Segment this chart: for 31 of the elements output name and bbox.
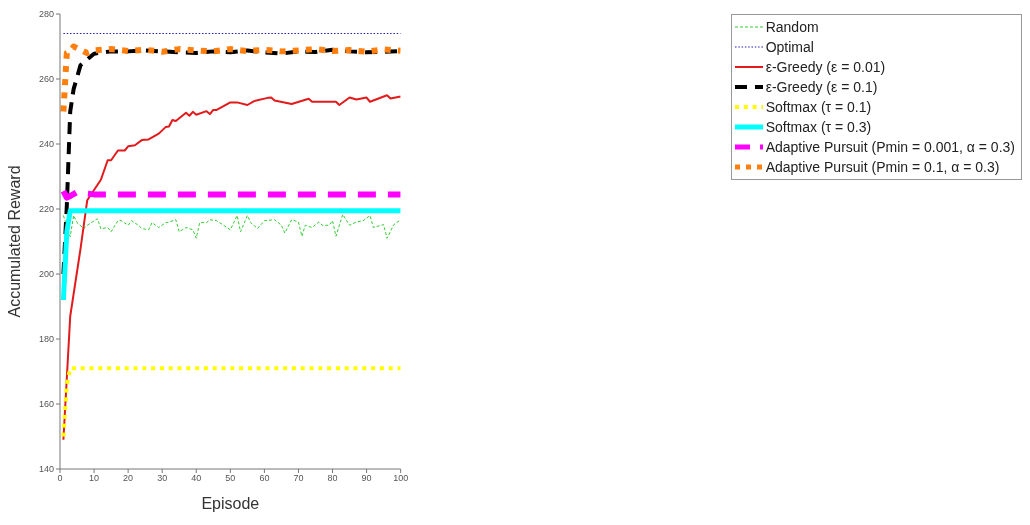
y-tick-label: 240	[38, 139, 54, 150]
y-tick-label: 160	[38, 399, 54, 410]
x-axis-title: Episode	[201, 495, 260, 512]
legend-label: Adaptive Pursuit (Pmin = 0.001, α = 0.3)	[765, 139, 1015, 155]
x-tick-label: 30	[157, 473, 168, 484]
x-tick-label: 40	[191, 473, 202, 484]
y-axis-title: Accumulated Reward	[5, 165, 23, 318]
x-tick-label: 100	[393, 473, 409, 484]
x-tick-label: 0	[57, 473, 63, 484]
y-tick-label: 200	[38, 269, 54, 280]
x-tick-label: 80	[327, 473, 338, 484]
legend-label: Softmax (τ = 0.1)	[765, 99, 872, 115]
y-tick-label: 260	[38, 74, 54, 85]
legend-label: ε-Greedy (ε = 0.1)	[765, 79, 878, 95]
x-tick-label: 50	[225, 473, 236, 484]
line-series	[62, 214, 401, 239]
x-tick-label: 60	[259, 473, 270, 484]
y-tick-label: 180	[38, 334, 54, 345]
x-tick-label: 10	[89, 473, 100, 484]
legend-label: ε-Greedy (ε = 0.01)	[765, 59, 886, 75]
legend-label: Adaptive Pursuit (Pmin = 0.1, α = 0.3)	[765, 159, 1000, 175]
legend-label: Softmax (τ = 0.3)	[765, 119, 872, 135]
x-tick-label: 70	[293, 473, 304, 484]
legend-label: Random	[765, 19, 819, 35]
y-tick-label: 140	[38, 464, 54, 475]
x-tick-label: 90	[361, 473, 372, 484]
line-series	[62, 94, 401, 441]
y-tick-label: 220	[38, 204, 54, 215]
legend-label: Optimal	[765, 39, 814, 55]
x-tick-label: 20	[123, 473, 134, 484]
y-tick-label: 280	[38, 9, 54, 20]
